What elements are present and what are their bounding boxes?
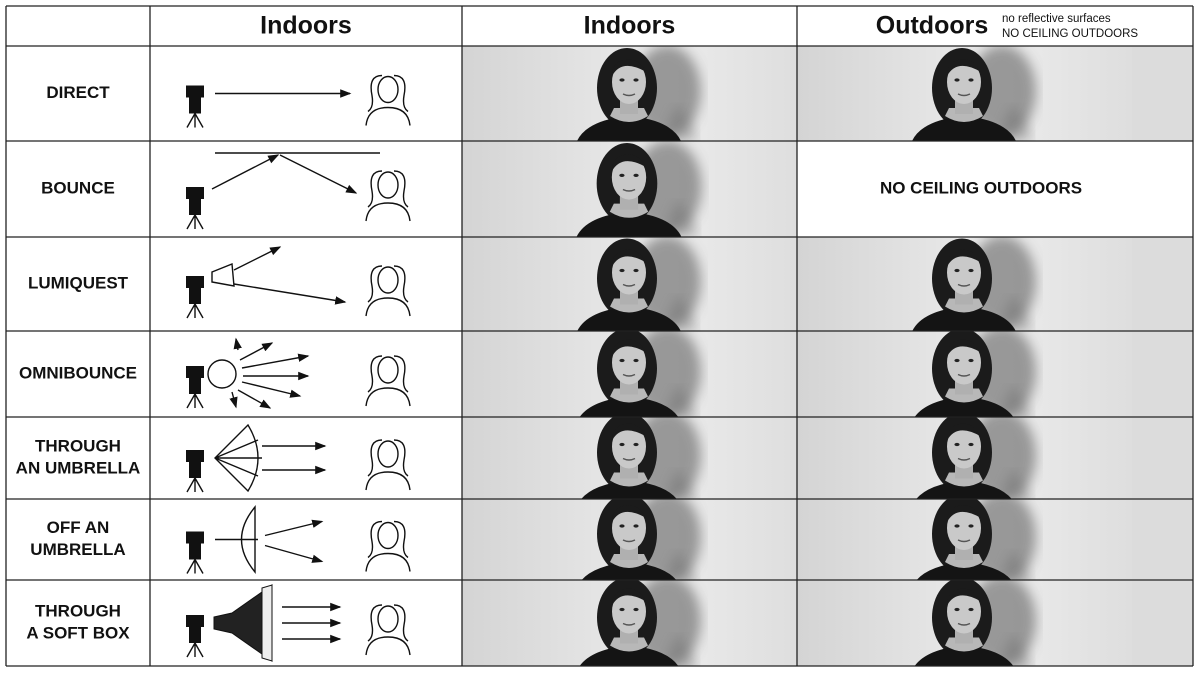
flash-head [186,450,204,462]
flash-head [186,615,204,627]
umbrella [215,505,258,574]
flash-body [189,199,201,215]
tripod [186,642,204,658]
arrow [279,154,358,194]
row-label: UMBRELLA [30,540,125,559]
row-label: AN UMBRELLA [16,458,141,477]
diagram [186,337,411,409]
diagram [186,152,411,230]
diagram [186,74,411,128]
row-label: THROUGH [35,601,121,620]
person-body [365,552,411,572]
arrow [233,246,282,271]
person-head [377,266,399,294]
arrow [264,544,324,563]
header-note: no reflective surfaces [1002,13,1111,25]
diagram [186,423,411,493]
flash-body [189,288,201,304]
person-head [377,75,399,104]
person-body [365,297,411,317]
tripod [186,559,204,574]
diagram [186,505,411,574]
column-header: Indoors [584,12,676,40]
person-hair [367,520,409,559]
column-header: Indoors [260,12,352,40]
tripod [186,477,204,493]
row-label: LUMIQUEST [28,273,129,292]
person-head [377,605,399,633]
person-hair [367,170,409,208]
tripod [186,214,204,230]
column-header: Outdoors [876,12,989,40]
outdoor-note: NO CEILING OUTDOORS [880,178,1082,197]
person-hair [367,74,409,113]
tripod [186,393,204,409]
arrow [237,389,272,409]
row-label: OMNIBOUNCE [19,363,137,382]
photo-outdoor [797,45,1132,141]
tripod [186,303,204,319]
photo-indoor [462,575,797,671]
person-body [365,202,411,222]
arrow [233,283,347,305]
person-hair [367,439,409,477]
photo-outdoor [797,326,1132,422]
person-head [377,521,399,550]
photo-indoor [462,45,797,141]
umbrella [214,423,262,493]
photo-outdoor [797,410,1132,506]
person-head [377,356,399,384]
flash-head [186,366,204,378]
diagram [186,246,411,319]
photo-outdoor [797,491,1132,587]
flash-body [189,627,201,643]
person-head [377,440,399,468]
flash-head [186,531,204,544]
tripod [186,113,204,128]
header-note: NO CEILING OUTDOORS [1002,28,1138,40]
soft-box-front [261,584,273,662]
arrow [211,154,280,190]
photo-indoor [462,491,797,587]
photo-indoor [460,140,799,237]
bounce-card [211,263,235,287]
diffuser [207,359,237,389]
photo-indoor [462,236,797,332]
flash-head [186,276,204,288]
arrow [233,337,242,351]
person-hair [367,265,409,303]
photo-outdoor [797,575,1132,671]
arrow [241,353,310,369]
flash-body [189,97,201,114]
photo-indoor [462,326,797,422]
row-label: THROUGH [35,436,121,455]
person-body [365,106,411,126]
diagram [186,584,411,662]
flash-body [189,543,201,560]
person-head [377,171,399,199]
row-label: OFF AN [47,518,110,537]
arrow [239,342,274,361]
photo-indoor [462,410,797,506]
flash-head [186,85,204,98]
person-hair [367,604,409,642]
arrow [241,381,302,398]
person-body [365,387,411,407]
person-body [365,636,411,656]
arrow [229,391,238,409]
row-label: DIRECT [46,83,110,102]
person-body [365,471,411,491]
row-label: A SOFT BOX [26,623,130,642]
person-hair [367,355,409,393]
flash-body [189,462,201,478]
row-label: BOUNCE [41,178,115,197]
flash-body [189,378,201,394]
arrow [264,519,324,537]
photo-outdoor [797,236,1132,332]
flash-head [186,187,204,199]
